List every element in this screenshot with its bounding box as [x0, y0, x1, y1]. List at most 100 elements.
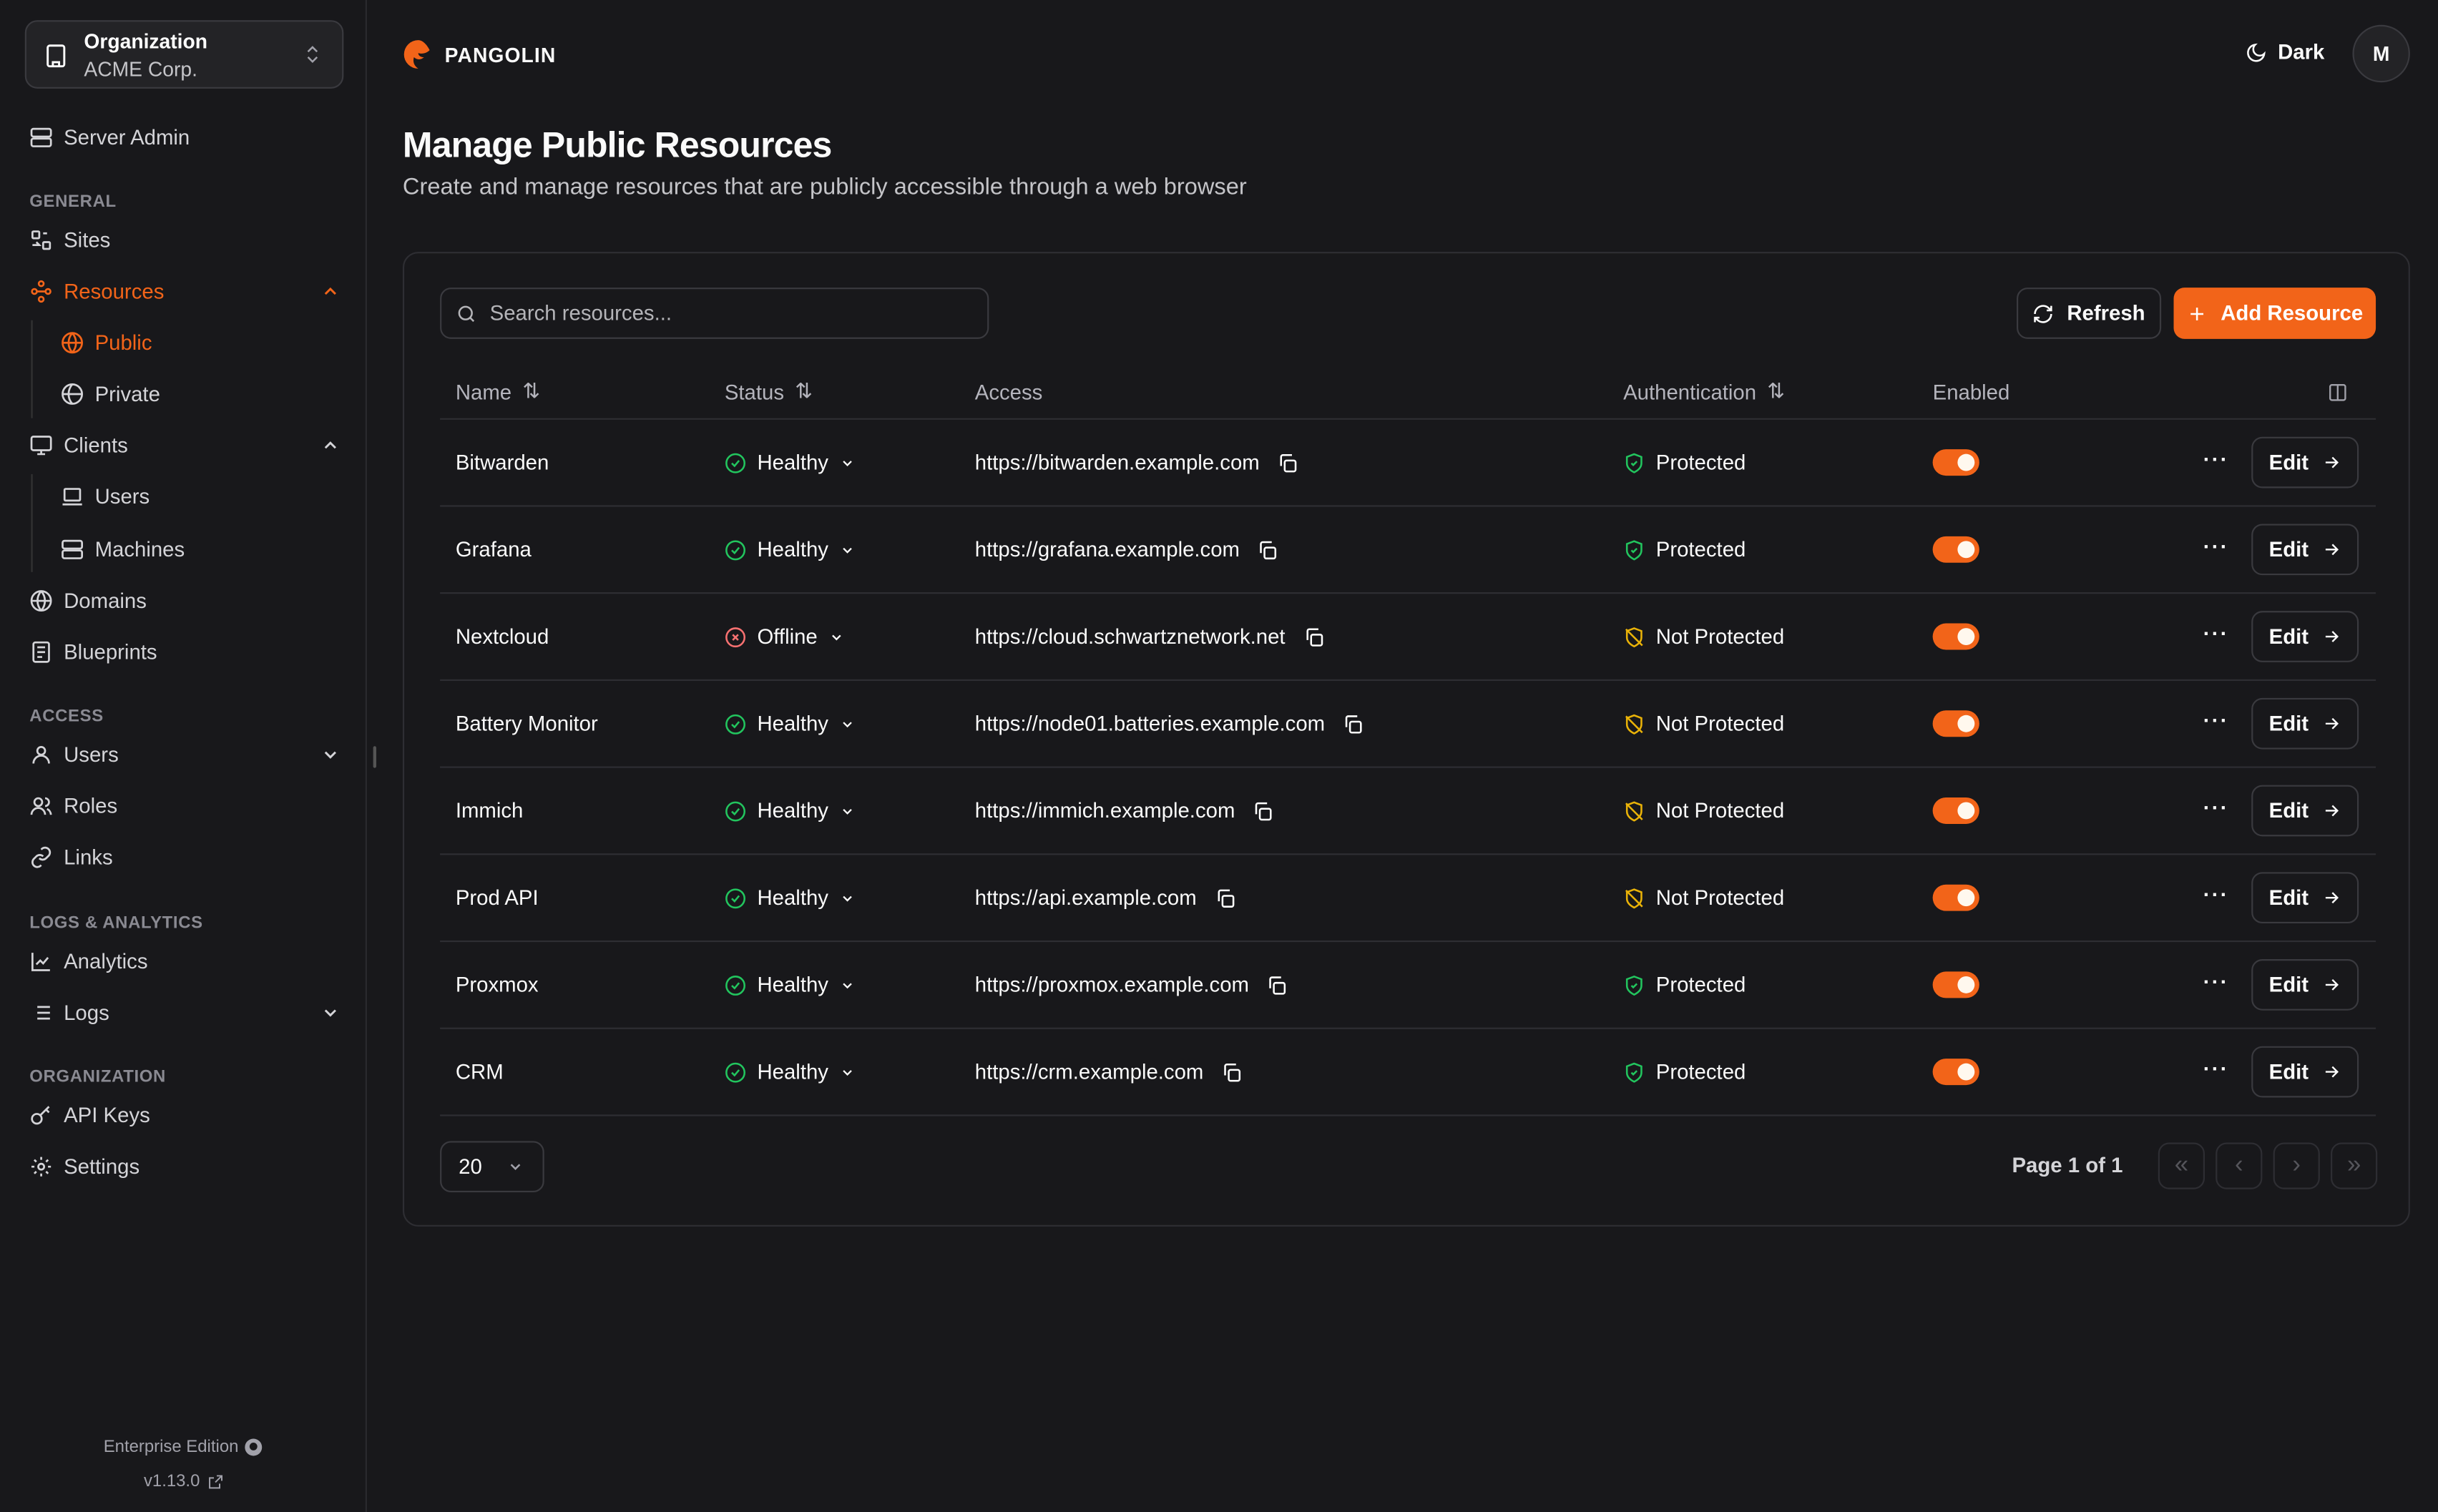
copy-icon[interactable]	[1342, 713, 1364, 735]
sidebar-item-settings[interactable]: Settings	[29, 1155, 341, 1178]
sidebar-item-users[interactable]: Users	[61, 485, 341, 509]
prev-page-button[interactable]: ‹	[2216, 1142, 2263, 1189]
arrow-right-icon	[2325, 892, 2339, 904]
enabled-toggle[interactable]	[1932, 623, 1979, 650]
more-actions-button[interactable]: ···	[2203, 795, 2229, 820]
enabled-toggle[interactable]	[1932, 536, 1979, 563]
access-link[interactable]: https://grafana.example.com	[974, 538, 1240, 561]
status-dropdown[interactable]: Healthy	[725, 507, 855, 593]
sidebar-item-domains[interactable]: Domains	[29, 589, 341, 612]
columns-toggle[interactable]	[2328, 365, 2348, 418]
sidebar-item-machines[interactable]: Machines	[61, 538, 341, 561]
enabled-cell	[1932, 855, 1979, 941]
search-field[interactable]	[440, 288, 989, 339]
copy-icon[interactable]	[1257, 539, 1278, 560]
status-dropdown[interactable]: Healthy	[725, 1029, 855, 1115]
brand-logo[interactable]: PANGOLIN	[401, 37, 557, 72]
more-actions-button[interactable]: ···	[2203, 883, 2229, 907]
status-dropdown[interactable]: Healthy	[725, 942, 855, 1028]
sidebar-item-logs[interactable]: Logs	[29, 1001, 341, 1024]
sidebar-item-api-keys[interactable]: API Keys	[29, 1104, 341, 1127]
status-label: Healthy	[757, 885, 828, 910]
status-dropdown[interactable]: Healthy	[725, 768, 855, 854]
enabled-toggle[interactable]	[1932, 710, 1979, 737]
status-dropdown[interactable]: Healthy	[725, 855, 855, 941]
chart-line-icon	[31, 953, 50, 971]
copy-icon[interactable]	[1277, 451, 1298, 473]
sidebar-item-private[interactable]: Private	[61, 383, 341, 406]
auth-status: Not Protected	[1623, 855, 1784, 941]
sidebar-item-clients[interactable]: Clients	[29, 433, 341, 457]
edit-button[interactable]: Edit	[2251, 524, 2359, 576]
shield-check-icon	[1625, 539, 1643, 560]
add-resource-button[interactable]: Add Resource	[2173, 288, 2376, 339]
status-label: Healthy	[757, 712, 828, 736]
refresh-label: Refresh	[2067, 301, 2145, 325]
sidebar-item-links[interactable]: Links	[29, 845, 341, 869]
next-page-button[interactable]: ›	[2273, 1142, 2320, 1189]
edit-button[interactable]: Edit	[2251, 611, 2359, 662]
sidebar-item-access-users[interactable]: Users	[29, 743, 341, 767]
more-actions-button[interactable]: ···	[2203, 709, 2229, 732]
theme-toggle[interactable]: Dark	[2245, 41, 2324, 64]
sidebar-item-resources[interactable]: Resources	[29, 280, 341, 303]
enabled-toggle[interactable]	[1932, 797, 1979, 824]
access-link[interactable]: https://crm.example.com	[974, 1060, 1204, 1084]
last-page-button[interactable]: »	[2331, 1142, 2378, 1189]
arrow-right-icon	[2325, 978, 2339, 991]
copy-icon[interactable]	[1214, 887, 1235, 908]
refresh-button[interactable]: Refresh	[2016, 288, 2162, 339]
copy-icon[interactable]	[1302, 626, 1323, 647]
access-link[interactable]: https://proxmox.example.com	[974, 973, 1250, 997]
header-name[interactable]: Name ⇅	[456, 365, 540, 418]
enabled-toggle[interactable]	[1932, 449, 1979, 476]
header-status[interactable]: Status ⇅	[725, 365, 813, 418]
first-page-button[interactable]: «	[2158, 1142, 2205, 1189]
sidebar-item-roles[interactable]: Roles	[29, 795, 341, 818]
enabled-toggle[interactable]	[1932, 971, 1979, 998]
access-link[interactable]: https://bitwarden.example.com	[974, 451, 1260, 474]
edit-button[interactable]: Edit	[2251, 785, 2359, 837]
edit-label: Edit	[2268, 1060, 2309, 1084]
edit-button[interactable]: Edit	[2251, 697, 2359, 750]
table-row: Prod API Healthy https://api.example.com…	[440, 855, 2376, 943]
globe-lock-icon	[62, 383, 84, 405]
enabled-toggle[interactable]	[1932, 884, 1979, 911]
sidebar-item-blueprints[interactable]: Blueprints	[29, 640, 341, 664]
access-link[interactable]: https://node01.batteries.example.com	[974, 712, 1326, 736]
access-link[interactable]: https://immich.example.com	[974, 799, 1235, 823]
enabled-toggle[interactable]	[1932, 1059, 1979, 1086]
page-size-select[interactable]: 20	[440, 1141, 544, 1193]
more-actions-button[interactable]: ···	[2203, 447, 2229, 471]
search-input[interactable]	[489, 301, 956, 325]
sidebar-item-public[interactable]: Public	[61, 331, 341, 355]
header-auth[interactable]: Authentication ⇅	[1623, 365, 1785, 418]
edition-link[interactable]: Enterprise Edition	[0, 1438, 367, 1457]
access-link[interactable]: https://cloud.schwartznetwork.net	[974, 624, 1286, 649]
auth-label: Protected	[1655, 1060, 1746, 1084]
sidebar-resize-handle[interactable]	[373, 746, 376, 768]
copy-icon[interactable]	[1220, 1061, 1242, 1082]
sidebar-item-server-admin[interactable]: Server Admin	[29, 126, 341, 149]
edit-button[interactable]: Edit	[2251, 1046, 2359, 1098]
access-link[interactable]: https://api.example.com	[974, 885, 1197, 910]
refresh-icon	[2035, 304, 2053, 323]
status-dropdown[interactable]: Healthy	[725, 420, 855, 506]
more-actions-button[interactable]: ···	[2203, 534, 2229, 559]
avatar[interactable]: M	[2352, 24, 2410, 83]
copy-icon[interactable]	[1266, 974, 1288, 996]
edit-button[interactable]: Edit	[2251, 959, 2359, 1011]
more-actions-button[interactable]: ···	[2203, 970, 2229, 993]
org-selector[interactable]: Organization ACME Corp.	[24, 20, 344, 89]
sidebar-item-sites[interactable]: Sites	[29, 229, 341, 252]
more-actions-button[interactable]: ···	[2203, 1056, 2229, 1081]
copy-icon[interactable]	[1252, 800, 1273, 821]
version-link[interactable]: v1.13.0	[0, 1472, 367, 1491]
status-dropdown[interactable]: Healthy	[725, 681, 855, 767]
more-actions-button[interactable]: ···	[2203, 622, 2229, 645]
edit-button[interactable]: Edit	[2251, 436, 2359, 489]
status-dropdown[interactable]: Offline	[725, 594, 844, 679]
sidebar-item-analytics[interactable]: Analytics	[29, 950, 341, 973]
enabled-cell	[1932, 507, 1979, 593]
edit-button[interactable]: Edit	[2251, 872, 2359, 924]
